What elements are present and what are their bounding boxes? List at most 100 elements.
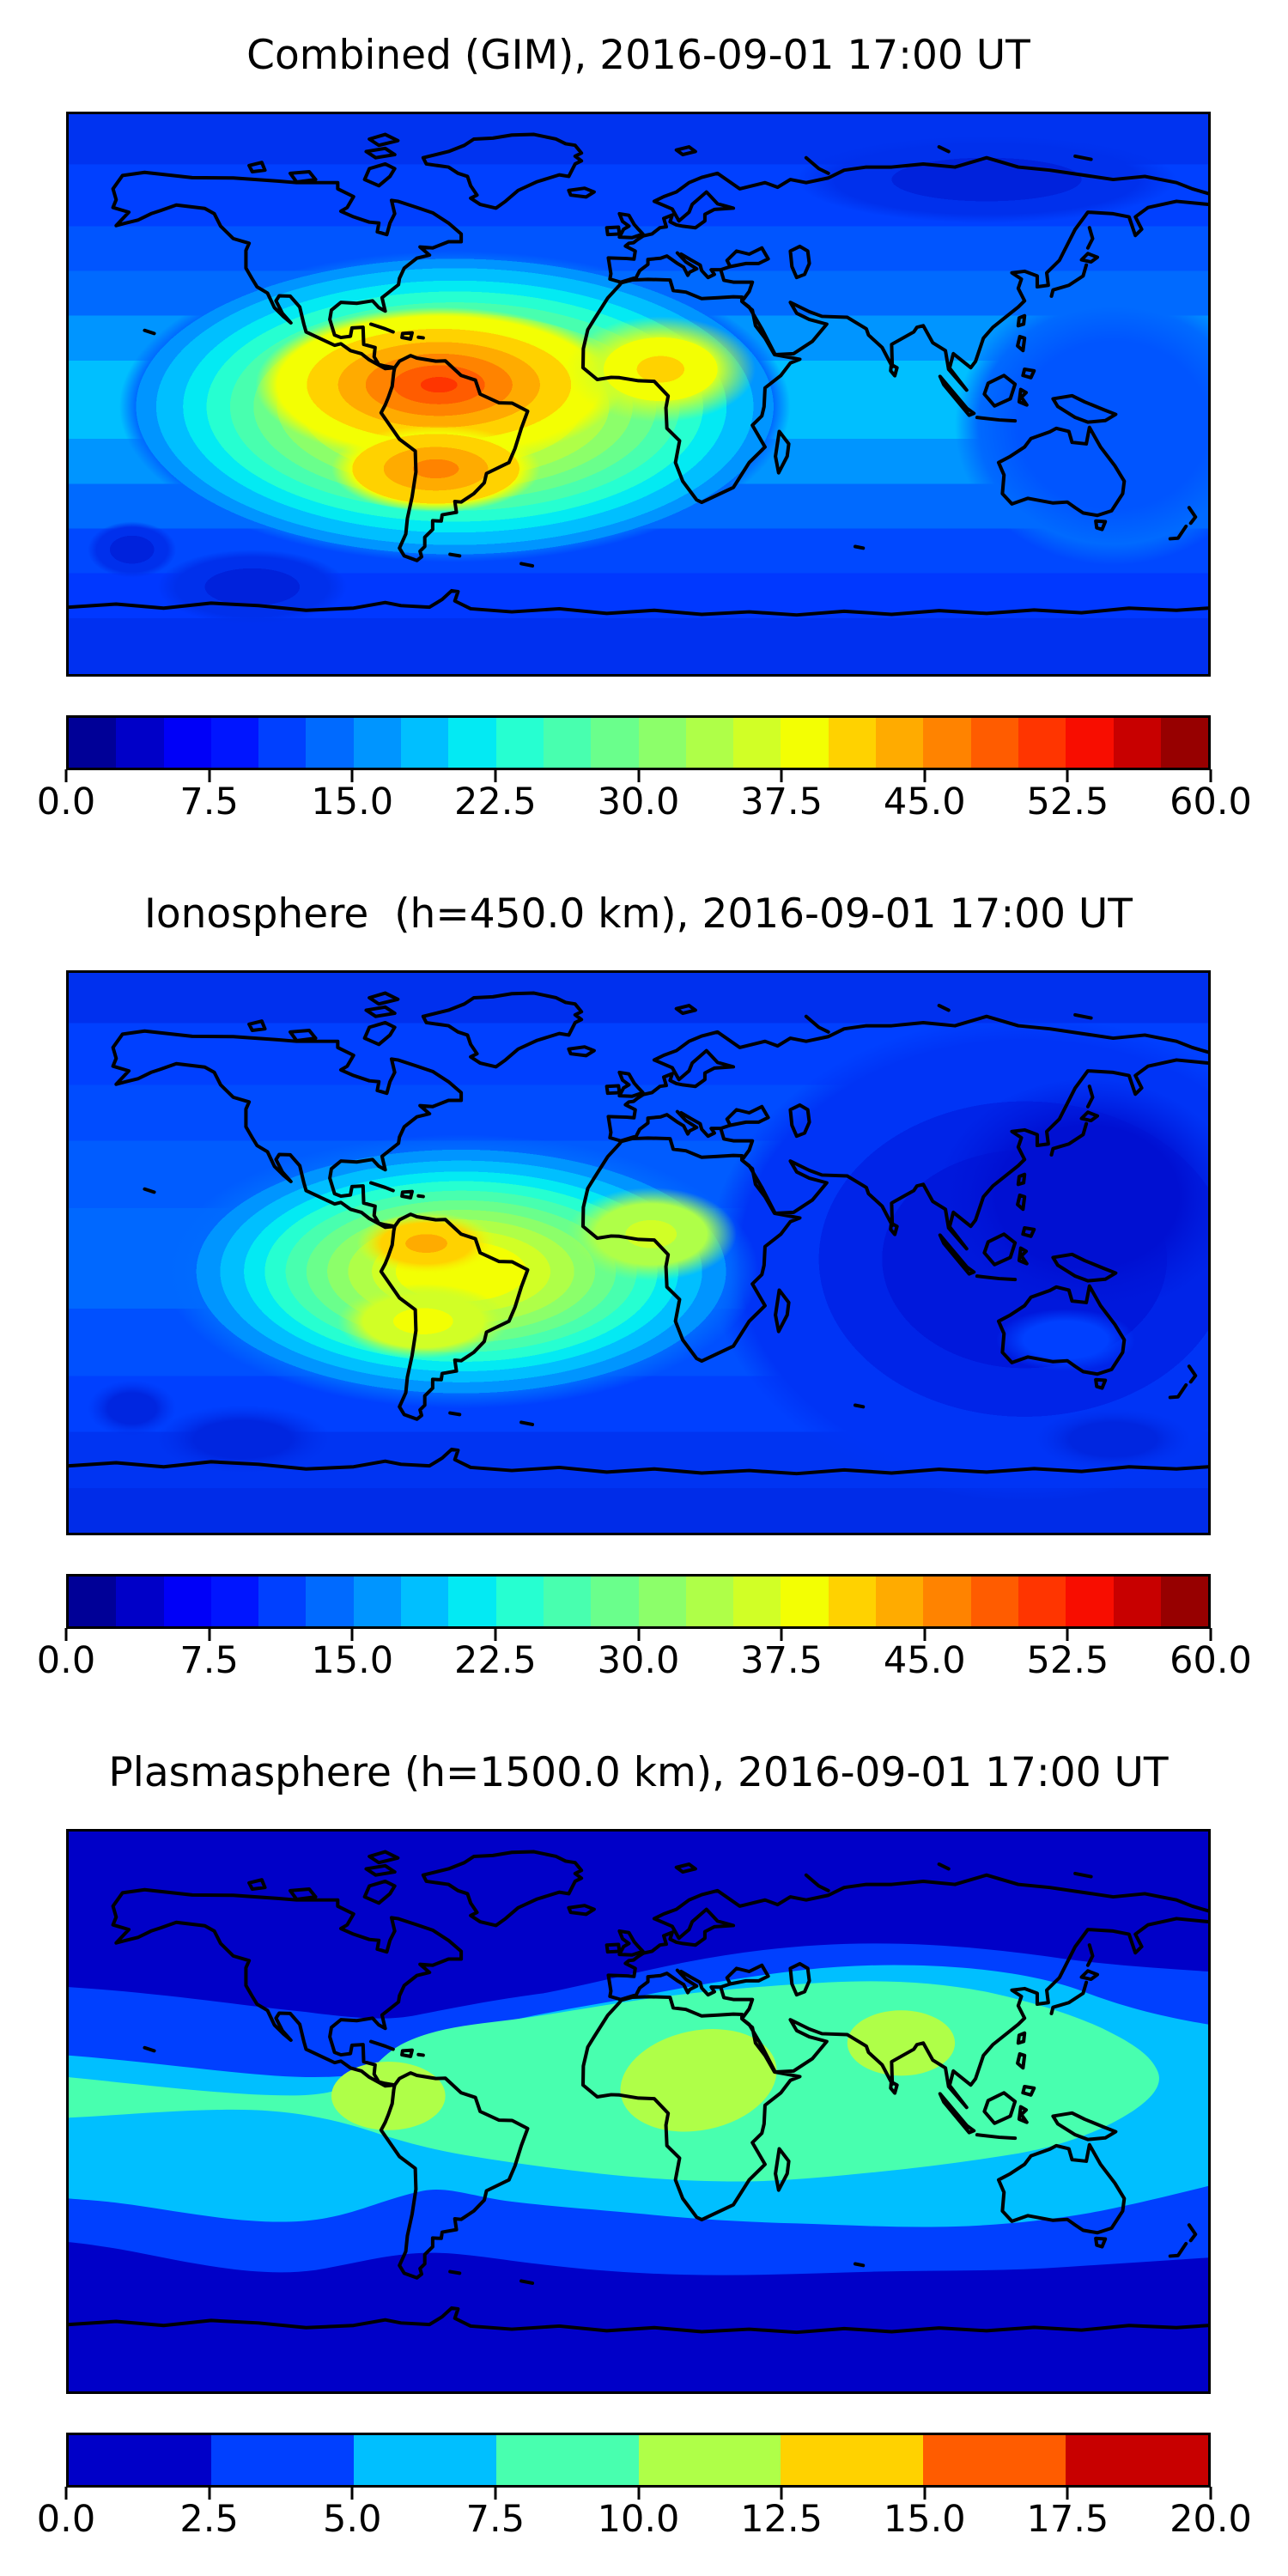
- contour-low-east: [955, 285, 1208, 566]
- colorbar-labels-plasmasphere: 0.0 2.5 5.0 7.5 10.0 12.5 15.0 17.5 20.0: [37, 2497, 1252, 2545]
- colorbar-segment: [638, 2435, 781, 2485]
- colorbar-segment: [685, 718, 734, 768]
- panel-title: Combined (GIM), 2016-09-01 17:00 UT: [246, 32, 1030, 79]
- colorbar-tick: [1209, 1628, 1212, 1641]
- colorbar-tick-label: 22.5: [454, 781, 537, 823]
- colorbar-segment: [401, 1577, 449, 1626]
- colorbar-segment: [258, 718, 307, 768]
- colorbar-tick: [1066, 769, 1069, 782]
- colorbar-ticks-combined: [64, 769, 1212, 782]
- colorbar-tick-label: 20.0: [1170, 2498, 1252, 2541]
- colorbar-tick: [1066, 1628, 1069, 1641]
- colorbar-segment: [781, 718, 829, 768]
- colorbar-ionosphere: [66, 1574, 1211, 1629]
- colorbar-tick-label: 7.5: [179, 781, 239, 823]
- colorbar-segment: [163, 718, 211, 768]
- colorbar-segment: [448, 718, 496, 768]
- colorbar-segment: [306, 718, 354, 768]
- colorbar-tick: [350, 2487, 354, 2500]
- colorbar-tick-label: 22.5: [454, 1639, 537, 1682]
- colorbar-tick-label: 60.0: [1170, 781, 1252, 823]
- colorbar-segment: [970, 1577, 1018, 1626]
- colorbar-segment: [685, 1577, 734, 1626]
- colorbar-tick: [350, 1628, 354, 1641]
- colorbar-tick: [923, 2487, 927, 2500]
- colorbar-segment: [495, 2435, 639, 2485]
- colorbar-tick-label: 15.0: [311, 1639, 394, 1682]
- colorbar-segment: [923, 718, 971, 768]
- colorbar-ticks-plasmasphere: [64, 2487, 1212, 2500]
- contour-night-low-core: [936, 1078, 1208, 1315]
- colorbar-segment: [1160, 718, 1209, 768]
- colorbar-segment: [876, 718, 924, 768]
- colorbar-segment: [69, 2435, 211, 2485]
- colorbar-tick-label: 37.5: [740, 781, 823, 823]
- colorbar-segment: [1066, 2435, 1208, 2485]
- colorbar-segment: [781, 1577, 829, 1626]
- colorbar-segment: [1113, 1577, 1161, 1626]
- colorbar-tick-label: 37.5: [740, 1639, 823, 1682]
- colorbar-segment: [923, 1577, 971, 1626]
- colorbar-tick-label: 2.5: [179, 2498, 239, 2541]
- colorbar-tick-label: 45.0: [883, 1639, 966, 1682]
- colorbar-tick-label: 52.5: [1026, 781, 1109, 823]
- contour-anomaly-core: [255, 307, 623, 463]
- colorbar-tick-label: 7.5: [179, 1639, 239, 1682]
- colorbar-segment: [781, 2435, 924, 2485]
- colorbar-tick: [1066, 2487, 1069, 2500]
- contour-southpacific-low: [154, 1405, 331, 1474]
- colorbar-tick-label: 0.0: [36, 781, 96, 823]
- contour-southpacific-low: [157, 550, 348, 625]
- colorbar-segment: [210, 1577, 259, 1626]
- contour-southern-crest: [331, 425, 541, 513]
- colorbar-tick: [64, 2487, 68, 2500]
- colorbar-tick-label: 30.0: [597, 781, 680, 823]
- panel-plasmasphere: Plasmasphere (h=1500.0 km), 2016-09-01 1…: [0, 1717, 1288, 2576]
- colorbar-tick: [494, 1628, 497, 1641]
- contour-southpacific-low2: [88, 521, 177, 578]
- colorbar-ticks-ionosphere: [64, 1628, 1212, 1641]
- colorbar-segment: [543, 1577, 592, 1626]
- colorbar-labels-ionosphere: 0.0 7.5 15.0 22.5 30.0 37.5 45.0 52.5 60.0: [37, 1638, 1252, 1686]
- colorbar-segment: [353, 718, 402, 768]
- contour-map-plasmasphere: [69, 1832, 1208, 2391]
- colorbar-segment: [923, 2435, 1066, 2485]
- contour-africa-extension: [565, 1187, 737, 1281]
- colorbar-plasmasphere: [66, 2433, 1211, 2488]
- colorbar-tick: [780, 769, 783, 782]
- contour-max-central-america: [331, 2062, 446, 2130]
- colorbar-segment: [163, 1577, 211, 1626]
- colorbar-tick-label: 15.0: [883, 2498, 966, 2541]
- colorbar-tick: [208, 1628, 211, 1641]
- colorbar-segment: [1066, 1577, 1114, 1626]
- colorbar-segment: [495, 718, 544, 768]
- panel-ionosphere: Ionosphere (h=450.0 km), 2016-09-01 17:0…: [0, 859, 1288, 1717]
- colorbar-tick: [780, 1628, 783, 1641]
- colorbar-tick: [64, 1628, 68, 1641]
- map-plasmasphere: [66, 1829, 1211, 2394]
- colorbar-tick-label: 12.5: [740, 2498, 823, 2541]
- colorbar-segment: [116, 1577, 164, 1626]
- colorbar-tick: [923, 769, 927, 782]
- colorbar-tick-label: 0.0: [36, 1639, 96, 1682]
- colorbar-segment: [353, 1577, 402, 1626]
- colorbar-tick: [350, 769, 354, 782]
- colorbar-segment: [970, 718, 1018, 768]
- colorbar-segment: [495, 1577, 544, 1626]
- colorbar-segment: [1018, 1577, 1066, 1626]
- colorbar-tick: [208, 2487, 211, 2500]
- colorbar-segment: [116, 718, 164, 768]
- colorbar-segment: [733, 1577, 781, 1626]
- colorbar-segment: [258, 1577, 307, 1626]
- contour-map-ionosphere: [69, 973, 1208, 1533]
- colorbar-tick: [494, 2487, 497, 2500]
- colorbar-tick: [1209, 2487, 1212, 2500]
- colorbar-tick-label: 10.0: [597, 2498, 680, 2541]
- colorbar-tick: [637, 769, 640, 782]
- colorbar-segment: [638, 1577, 686, 1626]
- colorbar-segment: [828, 1577, 877, 1626]
- colorbar-tick: [923, 1628, 927, 1641]
- map-ionosphere: [66, 970, 1211, 1535]
- colorbar-segment: [1113, 718, 1161, 768]
- colorbar-tick: [64, 769, 68, 782]
